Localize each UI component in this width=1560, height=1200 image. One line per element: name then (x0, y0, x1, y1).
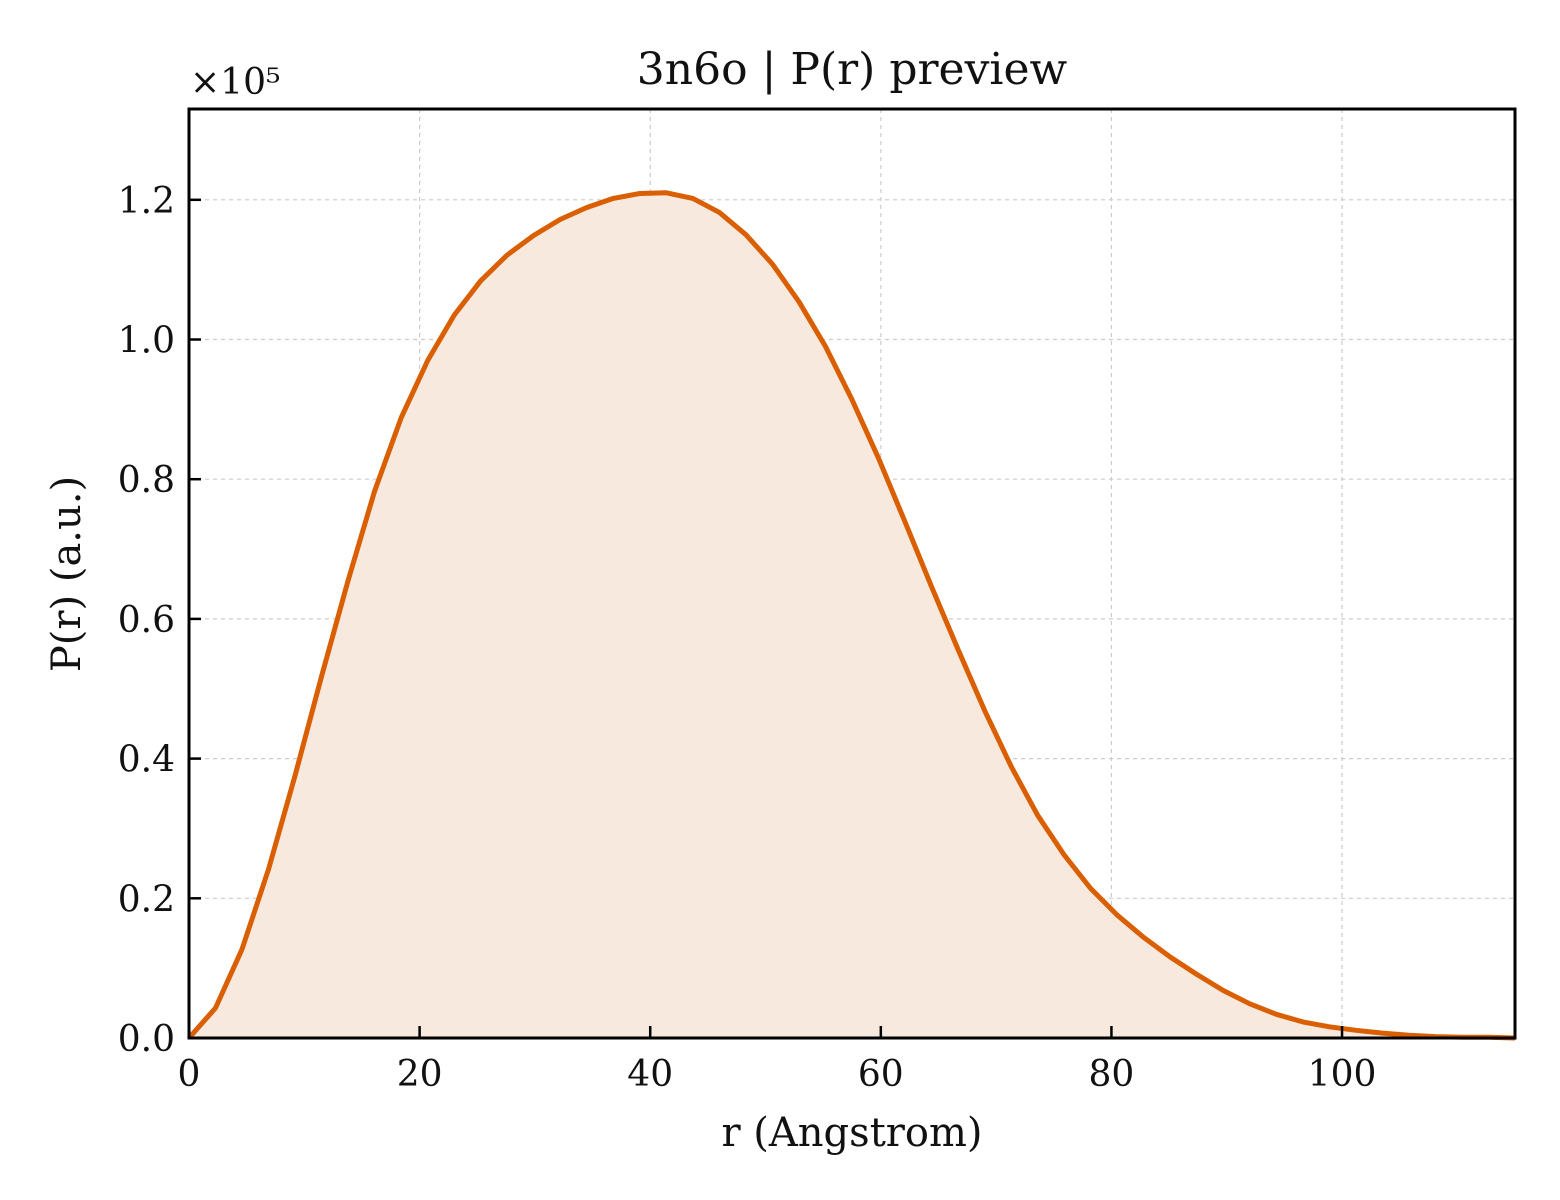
x-axis-label: r (Angstrom) (721, 1110, 982, 1156)
x-tick-label-2: 40 (627, 1054, 673, 1095)
plot-frame (187, 107, 1517, 1040)
area-fill (189, 192, 1515, 1039)
y-multiplier-label: ×10⁵ (190, 62, 280, 103)
y-tick-label-1: 0.2 (118, 879, 175, 920)
x-tick-label-0: 0 (178, 1054, 201, 1095)
chart-title: 3n6o | P(r) preview (637, 44, 1068, 95)
x-tick-label-5: 100 (1308, 1054, 1377, 1095)
y-tick-label-5: 1.0 (118, 321, 175, 362)
x-tick-label-4: 80 (1089, 1054, 1135, 1095)
x-tick-label-3: 60 (858, 1054, 904, 1095)
y-tick-label-3: 0.6 (118, 600, 175, 641)
x-axis: 0 20 40 60 80 100 (178, 1026, 1377, 1095)
x-tick-label-1: 20 (397, 1054, 443, 1095)
y-tick-label-6: 1.2 (118, 181, 175, 222)
y-axis-label: P(r) (a.u.) (44, 476, 90, 672)
y-tick-label-2: 0.4 (118, 740, 175, 781)
data-points (188, 192, 1516, 1039)
y-axis: 0.0 0.2 0.4 0.6 0.8 1.0 1.2 (118, 181, 201, 1060)
y-tick-label-4: 0.8 (118, 460, 175, 501)
y-tick-label-0: 0.0 (118, 1019, 175, 1060)
